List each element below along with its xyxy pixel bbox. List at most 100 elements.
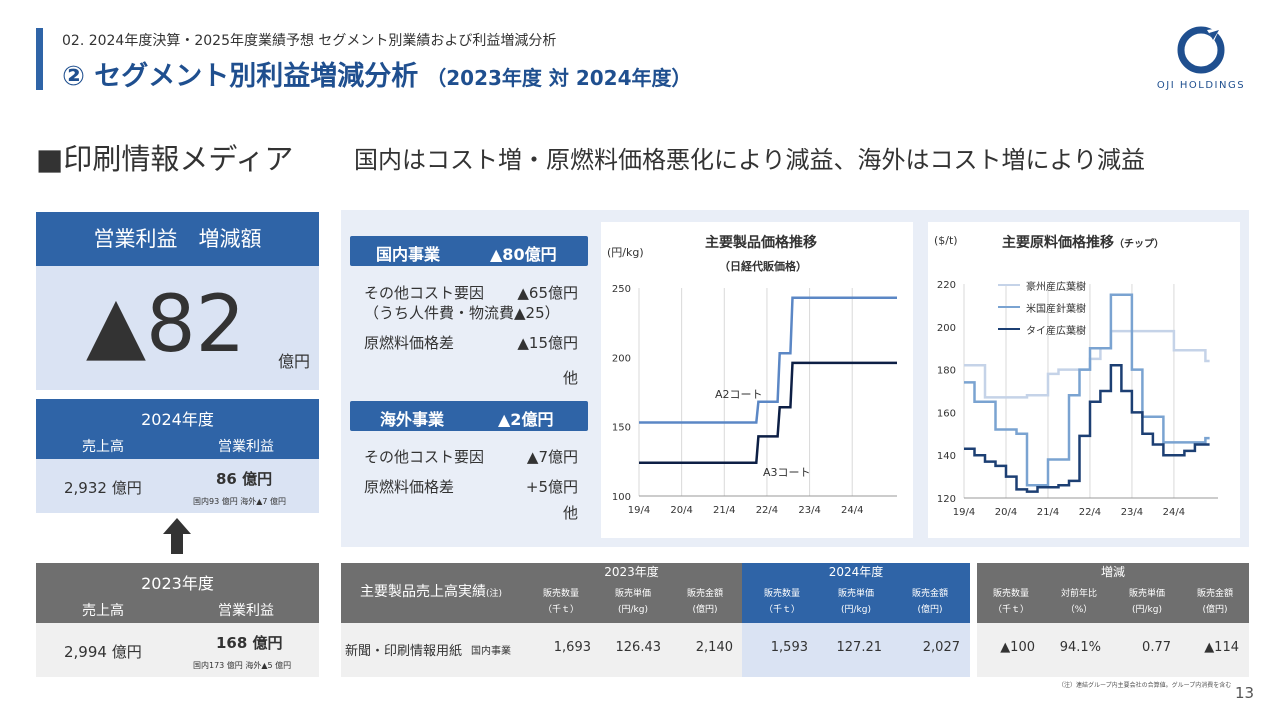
cell-diff-amount: ▲114	[1204, 640, 1239, 655]
table-label-note: (注)	[485, 589, 503, 599]
table-row-diff: ▲100 94.1% 0.77 ▲114	[977, 623, 1249, 677]
fy2024-op: 86 億円	[216, 470, 273, 488]
legend-label: タイ産広葉樹	[1026, 326, 1086, 337]
fy2023-col-sales: 売上高	[82, 603, 124, 619]
table-label: 主要製品売上高実績(注)	[341, 563, 521, 623]
overseas-factor1-label: その他コスト要因	[364, 448, 485, 466]
overseas-value: ▲2億円	[498, 410, 554, 429]
y-tick-label: 150	[612, 423, 631, 434]
col-header: 対前年比 （%）	[1060, 589, 1097, 615]
fy2024-op-detail: 国内93 億円 海外▲7 億円	[193, 497, 287, 506]
legend-label: 豪州産広葉樹	[1026, 282, 1086, 293]
section-heading: ■印刷情報メディア	[36, 142, 294, 176]
y-tick-label: 180	[937, 366, 956, 377]
fy2024-col-op: 営業利益	[218, 439, 274, 455]
page-number: 13	[1235, 684, 1255, 702]
up-arrow-icon	[163, 518, 191, 554]
op-change-unit: 億円	[278, 352, 311, 371]
chart2-title-text: 主要原料価格推移	[1002, 235, 1114, 251]
domestic-factor1-note: （うち人件費・物流費▲25）	[364, 304, 560, 322]
fy2023-col-op: 営業利益	[218, 603, 274, 619]
chart1-ylabel: (円/kg)	[607, 246, 644, 259]
chart2-plot: 19/4 20/4 21/4 22/4 23/4 24/4 120 140 160 180 200 2…	[937, 280, 1218, 518]
row-name: 新聞・印刷情報用紙	[345, 644, 463, 659]
col-header: 販売数量 （千ｔ）	[542, 589, 579, 615]
cell-2023-amount: 2,140	[695, 640, 733, 655]
fy2024-header: 2024年度 売上高 営業利益	[36, 399, 319, 459]
raw-material-chart: ($/t) 主要原料価格推移（チップ） 19/4 20/4 21/4 22/4 23/4…	[928, 222, 1240, 538]
subheader-2023: 販売数量 （千ｔ） 販売単価 (円/kg) 販売金額 (億円)	[521, 582, 742, 623]
cell-diff-yoy: 94.1%	[1059, 640, 1101, 655]
row-segment: 国内事業	[471, 646, 511, 657]
table-label-text: 主要製品売上高実績	[359, 584, 486, 600]
col-header: 販売金額 (億円)	[686, 589, 723, 615]
op-change-value: ▲82	[86, 280, 246, 370]
logo-text: OJI HOLDINGS	[1156, 80, 1246, 91]
overseas-other: 他	[562, 504, 578, 522]
fy2024-title: 2024年度	[141, 410, 214, 429]
domestic-pill: 国内事業 ▲80億円	[350, 236, 588, 266]
col-header: 販売単価 (円/kg)	[1128, 589, 1165, 615]
domestic-other: 他	[562, 369, 578, 387]
x-tick-label: 20/4	[995, 507, 1017, 518]
cell-diff-price: 0.77	[1142, 640, 1171, 655]
op-change-body	[36, 266, 319, 390]
fy2024-col-sales: 売上高	[82, 439, 124, 455]
cell-diff-qty: ▲100	[1000, 640, 1035, 655]
domestic-factor1-value: ▲65億円	[517, 284, 578, 302]
col-header: 販売金額 (億円)	[1196, 589, 1233, 615]
overseas-pill: 海外事業 ▲2億円	[350, 401, 588, 431]
y-tick-label: 200	[937, 323, 956, 334]
series-line	[964, 293, 1210, 487]
section-headline: 国内はコスト増・原燃料価格悪化により減益、海外はコスト増により減益	[354, 146, 1146, 174]
y-tick-label: 250	[612, 284, 631, 295]
x-tick-label: 19/4	[628, 505, 650, 516]
chart2-ylabel: ($/t)	[934, 234, 958, 247]
x-tick-label: 23/4	[798, 505, 820, 516]
col-header: 販売数量 （千ｔ）	[763, 589, 800, 615]
subheader-diff: 販売数量 （千ｔ） 対前年比 （%） 販売単価 (円/kg) 販売金額 (億円)	[977, 582, 1249, 623]
x-tick-label: 24/4	[841, 505, 863, 516]
domestic-factor2-value: ▲15億円	[517, 334, 578, 352]
group-header-diff: 増減	[977, 563, 1249, 582]
legend-label: 米国産針葉樹	[1026, 304, 1086, 315]
table-footnote: （注）連結グループ内主要会社の合算値。グループ内消費を含む	[1058, 682, 1232, 689]
x-tick-label: 23/4	[1121, 507, 1143, 518]
product-price-chart: (円/kg) 主要製品価格推移 （日経代販価格） 19/4 20/4 21/4 22/…	[601, 222, 913, 538]
domestic-value: ▲80億円	[490, 245, 557, 264]
fy2024-sales: 2,932 億円	[64, 479, 142, 497]
x-tick-label: 20/4	[670, 505, 692, 516]
x-tick-label: 24/4	[1163, 507, 1185, 518]
group-header-2023: 2023年度	[521, 563, 742, 582]
group-header-2024: 2024年度	[742, 563, 970, 582]
y-tick-label: 120	[937, 494, 956, 505]
cell-2024-price: 127.21	[836, 640, 883, 655]
table-row-2024: 1,593 127.21 2,027	[742, 623, 970, 677]
y-tick-label: 220	[937, 280, 956, 291]
series-line	[639, 361, 897, 464]
page-title: ② セグメント別利益増減分析 （2023年度 対 2024年度）	[62, 54, 692, 93]
legend-swatch	[998, 284, 1020, 286]
legend-swatch	[998, 306, 1020, 308]
x-tick-label: 21/4	[713, 505, 735, 516]
series-line	[964, 329, 1210, 399]
chart1-series-label-a2: A2コート	[715, 388, 763, 401]
cell-2024-amount: 2,027	[922, 640, 960, 655]
subheader-2024: 販売数量 （千ｔ） 販売単価 (円/kg) 販売金額 (億円)	[742, 582, 970, 623]
overseas-label: 海外事業	[380, 410, 445, 429]
legend-swatch	[998, 328, 1020, 330]
cell-2023-qty: 1,693	[553, 640, 591, 655]
col-header: 販売単価 (円/kg)	[614, 589, 651, 615]
cell-2023-price: 126.43	[615, 640, 662, 655]
fy2024-body: 2,932 億円 86 億円 国内93 億円 海外▲7 億円	[36, 459, 319, 513]
chart1-title: 主要製品価格推移	[705, 235, 817, 251]
domestic-label: 国内事業	[376, 245, 441, 264]
chart1-subtitle: （日経代販価格）	[719, 260, 807, 273]
y-tick-label: 100	[612, 492, 631, 503]
table-row: 新聞・印刷情報用紙 国内事業 1,693 126.43 2,140	[341, 623, 742, 677]
page-title-main: ② セグメント別利益増減分析	[62, 61, 419, 92]
chart2-subtitle: （チップ）	[1114, 239, 1164, 250]
breadcrumb: 02. 2024年度決算・2025年度業績予想 セグメント別業績および利益増減分…	[62, 33, 557, 49]
y-tick-label: 160	[937, 408, 956, 419]
overseas-factor1-value: ▲7億円	[526, 448, 578, 466]
